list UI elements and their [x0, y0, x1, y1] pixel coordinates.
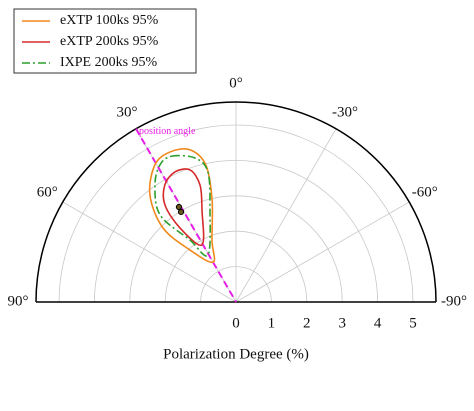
- theta-tick-label: -60°: [412, 184, 438, 200]
- point: [177, 208, 185, 216]
- r-tick-label: 5: [409, 315, 417, 331]
- position-angle-line: [135, 128, 237, 303]
- x-axis-label: Polarization Degree (%): [163, 346, 309, 362]
- theta-tick-label: 60°: [37, 184, 58, 200]
- r-tick-label: 4: [374, 315, 382, 331]
- r-tick-label: 1: [268, 315, 276, 331]
- r-tick-label: 3: [338, 315, 346, 331]
- annotation: position angle: [139, 126, 196, 137]
- legend-label: eXTP 200ks 95%: [60, 34, 159, 49]
- theta-tick-label: -30°: [332, 105, 358, 121]
- contour: [148, 148, 216, 264]
- r-tick-label: 2: [303, 315, 311, 331]
- legend-label: IXPE 200ks 95%: [60, 55, 158, 70]
- point: [175, 203, 183, 211]
- theta-tick-label: 90°: [8, 293, 29, 309]
- theta-tick-label: 0°: [229, 75, 243, 91]
- grid-spoke: [62, 201, 237, 303]
- theta-tick-label: 30°: [117, 105, 138, 121]
- r-tick-label: 0: [232, 315, 240, 331]
- theta-tick-label: -90°: [441, 293, 467, 309]
- grid-spoke: [235, 128, 337, 303]
- outer-boundary: [35, 101, 437, 303]
- grid-spoke: [235, 201, 410, 303]
- contour: [162, 168, 205, 247]
- legend-label: eXTP 100ks 95%: [60, 13, 159, 28]
- contour: [154, 154, 212, 257]
